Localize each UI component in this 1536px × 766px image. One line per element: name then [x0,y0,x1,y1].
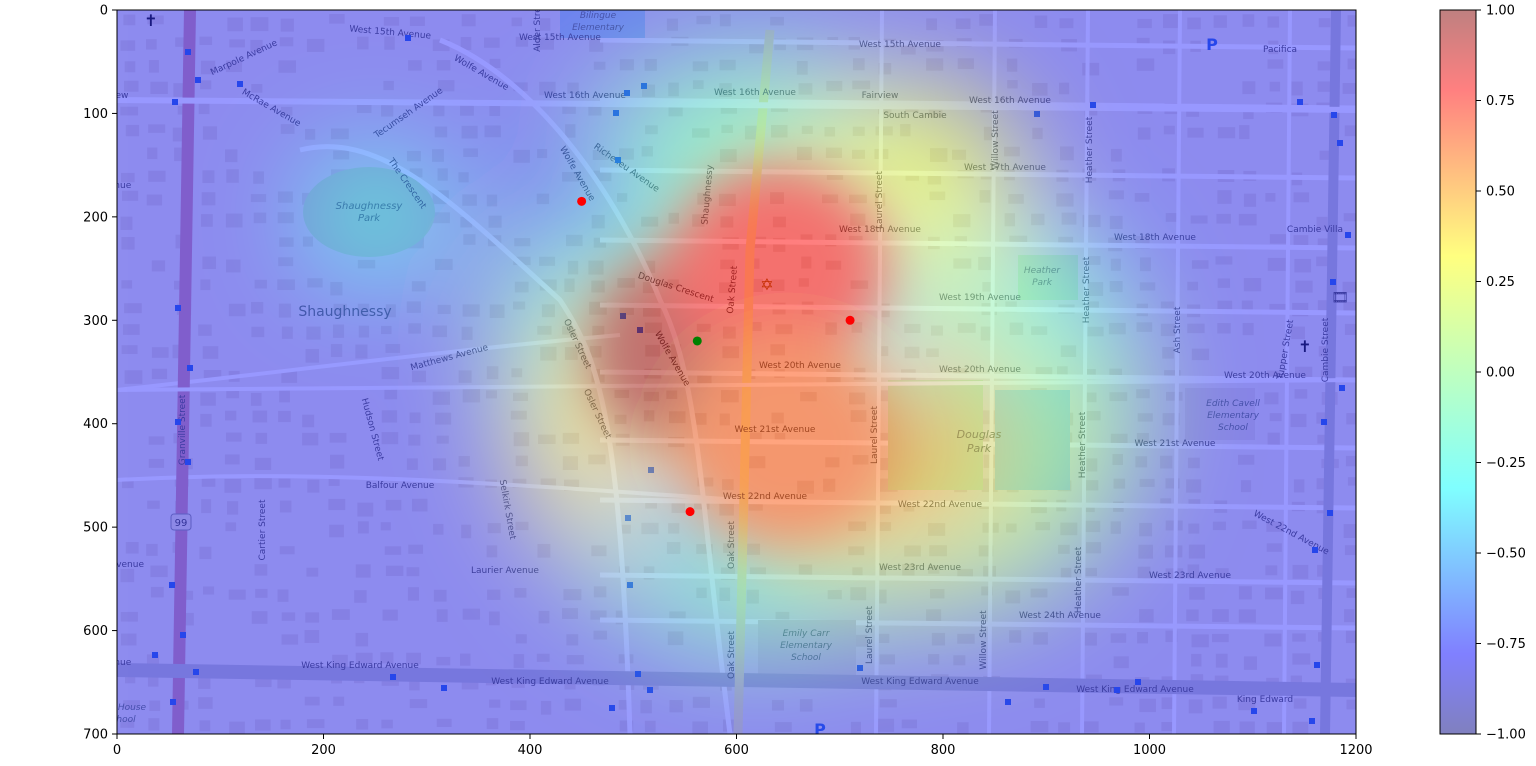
x-tick-label: 1000 [1133,743,1166,758]
map-plot-area: West 15th AvenueWest 15th AvenueWest 15t… [2,10,1356,734]
y-tick-label: 200 [83,210,108,225]
x-tick-label: 600 [724,743,749,758]
y-tick-label: 300 [83,314,108,329]
colorbar-tick-label: 1.00 [1486,4,1515,19]
x-tick-label: 400 [518,743,543,758]
colorbar-tick-label: −0.25 [1486,456,1526,471]
y-axis: 0 100 200 300 400 500 600 700 [83,4,117,743]
colorbar-tick-label: 0.00 [1486,366,1515,381]
heatmap-overlay [117,10,1356,734]
heat-hotspot [976,233,1117,367]
colorbar: 1.00 0.75 0.50 0.25 0.00 −0.25 −0.50 −0.75 −1.00 [1439,4,1526,743]
y-tick-label: 600 [83,624,108,639]
x-tick-label: 0 [113,743,121,758]
heat-hotspot [305,150,446,284]
y-tick-label: 0 [100,4,108,19]
red-marker [577,196,587,206]
colorbar-tick-label: −0.75 [1486,637,1526,652]
y-tick-label: 700 [83,728,108,743]
green-marker [692,336,702,346]
heat-hotspot [667,164,888,374]
y-tick-label: 500 [83,521,108,536]
x-tick-label: 800 [931,743,956,758]
y-tick-label: 400 [83,417,108,432]
red-marker [845,315,855,325]
heat-hotspot [678,339,899,549]
colorbar-tick-label: 0.75 [1486,94,1515,109]
x-tick-label: 1200 [1339,743,1372,758]
street-label: 15th Avenue [2,21,59,31]
colorbar-tick-label: −0.50 [1486,547,1526,562]
colorbar-tick-label: −1.00 [1486,728,1526,743]
x-tick-label: 200 [311,743,336,758]
red-marker [685,507,695,517]
colorbar-gradient [1440,10,1476,734]
x-axis: 0 200 400 600 800 1000 1200 [113,734,1373,758]
colorbar-tick-label: 0.50 [1486,185,1515,200]
y-tick-label: 100 [83,107,108,122]
colorbar-tick-label: 0.25 [1486,275,1515,290]
